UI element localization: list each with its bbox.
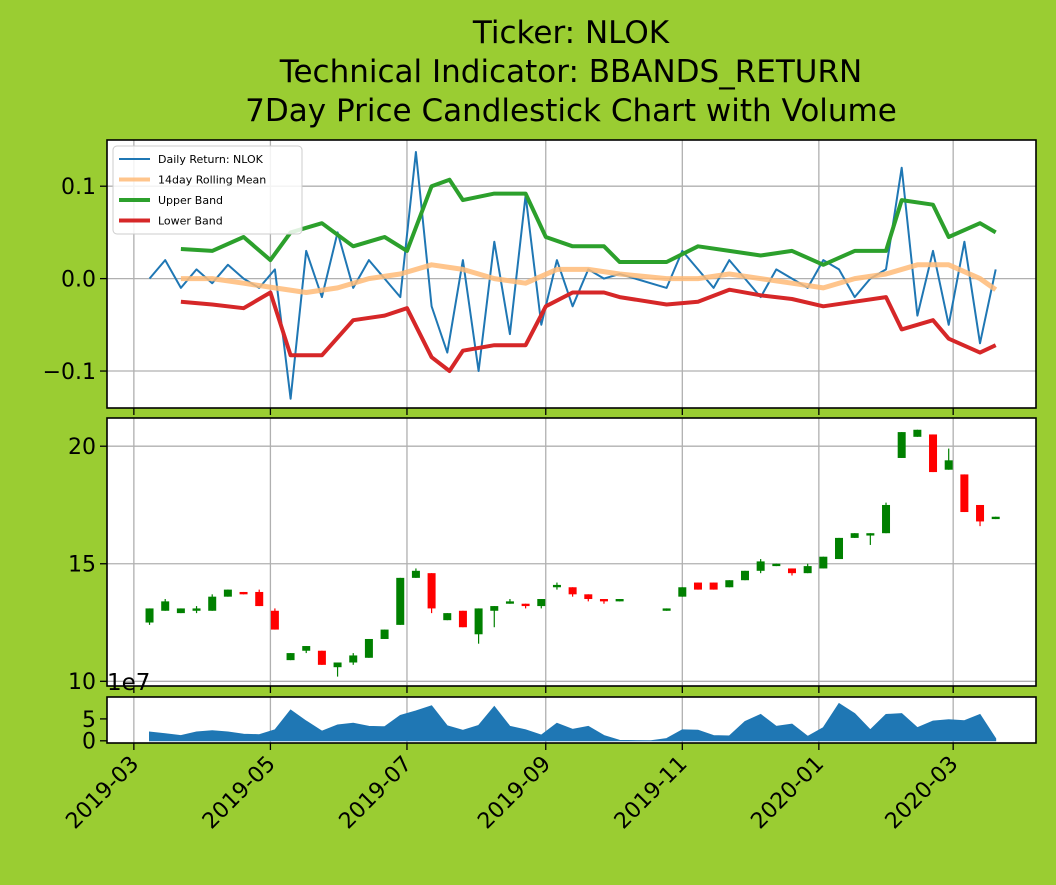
candle-body — [678, 587, 687, 597]
legend-label-2: Upper Band — [158, 194, 223, 207]
indicator-panel: 0.1 0.0 −0.1 Daily Return: NLOK 14day Rollin… — [43, 139, 1037, 415]
candle-body — [458, 610, 467, 628]
candle-body — [756, 561, 765, 571]
candle-body — [787, 568, 796, 574]
candle-body — [725, 580, 734, 588]
chart-title-line-1: Ticker: NLOK — [472, 15, 670, 51]
candle-body — [364, 638, 373, 658]
price-panel: 10 15 20 — [68, 417, 1037, 695]
candle-body — [599, 599, 608, 602]
price-plot-area — [107, 418, 1036, 686]
candle-body — [443, 613, 452, 621]
candle-body — [740, 570, 749, 581]
x-tick-label: 2019-11 — [610, 752, 693, 835]
candle-body — [302, 646, 311, 651]
series-line-1 — [180, 262, 998, 295]
x-axis: 2019-03 2019-05 2019-07 2019-09 2019-11 2020-… — [61, 752, 963, 835]
chart-title-line-3: 7Day Price Candlestick Chart with Volume — [245, 93, 897, 129]
price-ytick-label: 15 — [68, 553, 96, 578]
candle-body — [835, 537, 844, 560]
candle-body — [317, 650, 326, 665]
series-line-2 — [180, 177, 997, 267]
x-tick-label: 2019-05 — [198, 752, 281, 835]
candle-body — [584, 594, 593, 600]
indicator-ytick-label: 0.0 — [61, 268, 96, 293]
candle-body — [615, 599, 624, 602]
price-ytick-label: 10 — [68, 670, 96, 695]
candle-body — [693, 582, 702, 590]
candle-body — [803, 566, 812, 574]
candle-body — [662, 608, 671, 611]
candle-body — [913, 429, 922, 437]
candle-body — [991, 516, 1000, 520]
volume-panel: 05 1e7 — [82, 670, 1037, 755]
candle-body — [897, 432, 906, 458]
legend: Daily Return: NLOK 14day Rolling Mean Uppe… — [112, 145, 303, 235]
candle-body — [929, 434, 938, 473]
volume-ytick-label: 0 — [82, 730, 96, 755]
candle-body — [411, 570, 420, 578]
candle-body — [882, 504, 891, 534]
candle-body — [819, 556, 828, 569]
x-tick-label: 2020-01 — [746, 752, 829, 835]
indicator-ytick-label: 0.1 — [61, 175, 96, 200]
candle-body — [380, 629, 389, 639]
candle-body — [396, 577, 405, 625]
volume-offset-label: 1e7 — [107, 670, 150, 696]
candle-body — [333, 662, 342, 668]
candle-body — [521, 603, 530, 607]
candle-body — [145, 608, 154, 623]
candle-body — [772, 563, 781, 567]
price-ytick-label: 20 — [68, 435, 96, 460]
candle-body — [944, 460, 953, 470]
candle-body — [161, 601, 170, 611]
candle-body — [176, 608, 185, 614]
candle-body — [255, 591, 264, 607]
series-line-3 — [180, 287, 997, 373]
volume-frame — [106, 696, 1037, 744]
legend-label-1: 14day Rolling Mean — [158, 174, 266, 187]
candle-body — [349, 655, 358, 663]
candle-body — [866, 533, 875, 536]
x-tick-label: 2020-03 — [881, 752, 964, 835]
candle-body — [960, 474, 969, 513]
indicator-frame — [106, 139, 1037, 409]
candle-body — [270, 610, 279, 630]
legend-label-3: Lower Band — [158, 215, 223, 228]
candle-body — [490, 606, 499, 611]
candle-body — [850, 533, 859, 538]
candle-body — [568, 587, 577, 595]
candle-body — [286, 653, 295, 661]
candle-body — [223, 589, 232, 597]
candle-body — [474, 608, 483, 635]
volume-ytick-label: 5 — [82, 708, 96, 733]
x-tick-label: 2019-03 — [61, 752, 144, 835]
indicator-ytick-label: −0.1 — [43, 360, 96, 385]
candle-body — [208, 596, 217, 611]
candle-body — [537, 599, 546, 607]
x-tick-label: 2019-09 — [473, 752, 556, 835]
candle-body — [976, 504, 985, 522]
candle-body — [505, 601, 514, 604]
x-tick-label: 2019-07 — [335, 752, 418, 835]
candle-body — [552, 584, 561, 588]
legend-label-0: Daily Return: NLOK — [158, 153, 264, 166]
chart-title-line-2: Technical Indicator: BBANDS_RETURN — [279, 54, 863, 90]
candle-body — [427, 573, 436, 609]
candle-body — [709, 582, 718, 590]
price-frame — [106, 417, 1037, 687]
series-line-0 — [148, 151, 997, 400]
candle-body — [192, 608, 201, 611]
volume-area — [149, 702, 997, 742]
candle-body — [239, 591, 248, 595]
legend-box — [112, 145, 303, 235]
